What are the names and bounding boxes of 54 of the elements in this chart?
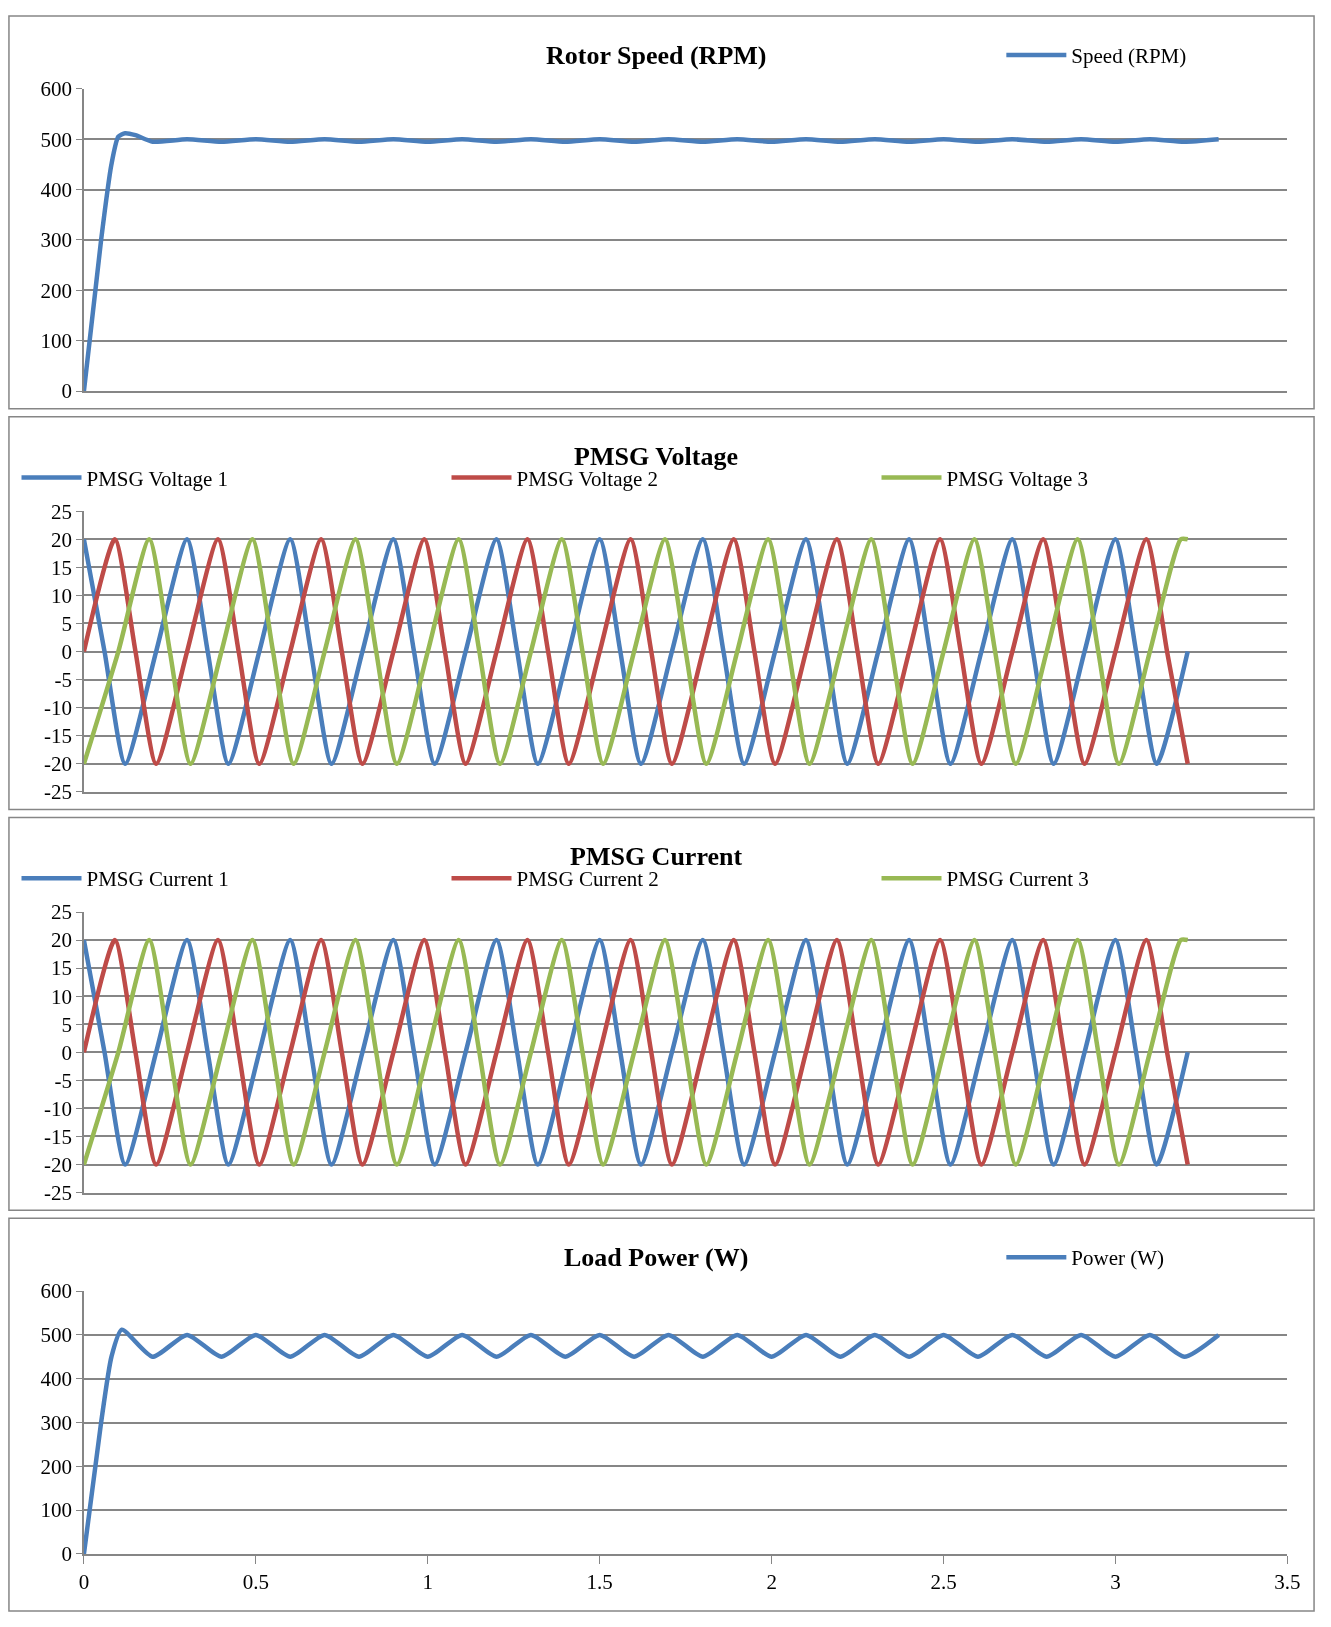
x-tick-label: 1 [422,1569,434,1594]
y-tick-label: -5 [54,1068,72,1093]
y-tick-label: -15 [43,724,72,749]
y-tick-label: 500 [40,1323,72,1348]
x-tick-label: 3.5 [1274,1569,1301,1594]
x-tick-label: 2.5 [930,1569,957,1594]
y-tick-label: 200 [40,278,72,303]
y-tick-label: 0 [61,1542,72,1567]
legend-label: Speed (RPM) [1071,44,1187,69]
x-tick-label: 3 [1110,1569,1121,1594]
y-tick-label: 600 [40,77,72,102]
y-tick-label: -25 [43,780,72,805]
y-tick-label: 600 [40,1279,72,1304]
y-tick-label: 15 [50,956,72,981]
y-tick-label: 0 [61,639,72,664]
chart-title: Load Power (W) [564,1243,749,1272]
chart-title: Rotor Speed (RPM) [546,41,767,70]
y-tick-label: 500 [40,127,72,152]
y-tick-label: 0 [61,1040,72,1065]
y-tick-label: -15 [43,1124,72,1149]
legend-label: PMSG Current 1 [86,867,229,892]
y-tick-label: 5 [61,611,72,636]
x-tick-label: 0 [78,1569,90,1594]
y-tick-label: 25 [50,900,72,925]
y-tick-label: 100 [40,1498,72,1523]
y-tick-label: -25 [43,1180,72,1205]
legend-label: PMSG Voltage 1 [86,466,229,491]
y-tick-label: -20 [43,1152,72,1177]
legend-label: PMSG Current 3 [946,867,1089,892]
x-tick-label: 1.5 [586,1569,613,1594]
y-tick-label: 400 [40,177,72,202]
y-tick-label: -20 [43,752,72,777]
y-tick-label: -10 [43,696,72,720]
y-tick-label: 5 [61,1012,72,1037]
y-tick-label: 100 [40,329,72,354]
line-series [83,1327,1221,1554]
y-tick-label: 300 [40,1410,72,1435]
y-tick-label: 400 [40,1367,72,1392]
y-tick-label: -10 [43,1096,72,1121]
y-tick-label: 200 [40,1454,72,1479]
y-tick-label: 15 [50,555,72,580]
y-tick-label: -5 [54,667,72,692]
y-tick-label: 300 [40,228,72,253]
x-tick-label: 0.5 [242,1569,269,1594]
y-tick-label: 20 [50,527,72,552]
x-tick-label: 2 [766,1569,777,1594]
y-tick-label: 10 [50,984,72,1009]
y-tick-label: 25 [50,499,72,524]
y-tick-label: 0 [61,379,72,404]
y-tick-label: 10 [50,583,72,608]
line-series [83,130,1221,392]
legend-label: PMSG Voltage 3 [946,466,1089,491]
y-tick-label: 20 [50,928,72,953]
legend-label: Power (W) [1071,1246,1165,1271]
